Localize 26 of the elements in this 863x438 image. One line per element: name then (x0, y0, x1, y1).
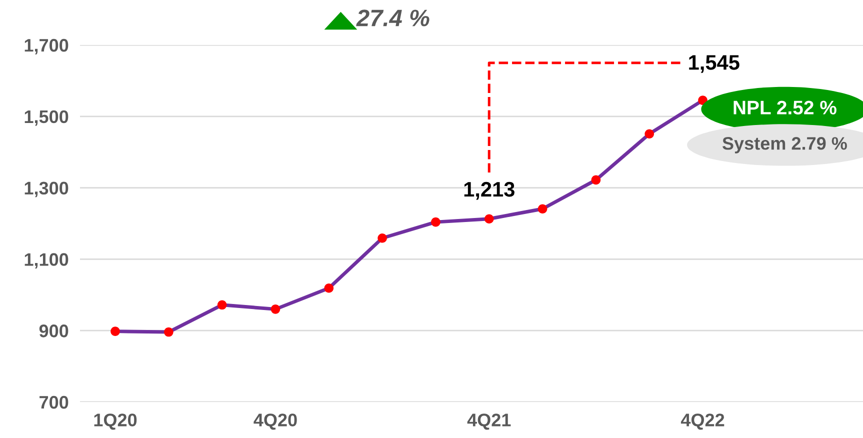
point (110, 326, 120, 336)
data-label: 1,213 (464, 182, 514, 200)
point (217, 300, 227, 310)
point (270, 304, 280, 314)
y-tick-label: 700 (40, 396, 68, 409)
data-label: 1,545 (689, 55, 740, 73)
point (164, 327, 174, 337)
x-tick-label: 4Q22 (680, 414, 724, 430)
point (591, 175, 601, 185)
point (431, 217, 440, 227)
point (324, 283, 334, 293)
x-tick-label: 4Q20 (254, 414, 297, 430)
y-tick-label: 1,100 (24, 253, 68, 269)
point (538, 204, 548, 214)
text: 27.4 % (356, 10, 430, 26)
annotation: System 2.79 % (722, 137, 847, 154)
point (484, 214, 494, 224)
y-tick-label: 900 (39, 324, 68, 338)
x-tick-label: 1Q20 (94, 414, 137, 430)
point (644, 129, 654, 139)
y-tick-label: 1,700 (24, 38, 68, 54)
y-tick-label: 1,300 (24, 182, 68, 198)
text: NPL 2.52 % (734, 100, 836, 114)
y-tick-label: 1,500 (24, 110, 68, 126)
x-tick-label: 4Q21 (467, 414, 511, 430)
point (378, 233, 387, 243)
